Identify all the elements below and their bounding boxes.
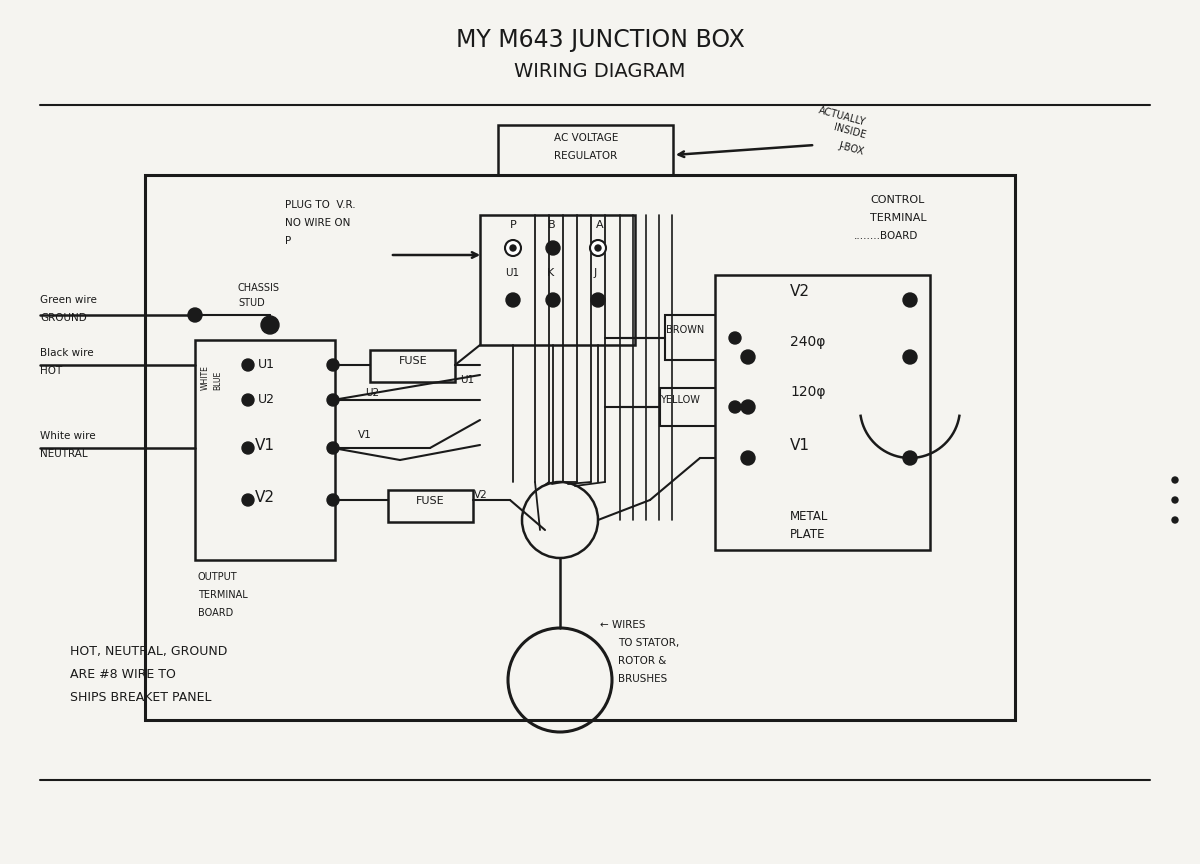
Text: ← WIRES: ← WIRES xyxy=(600,620,646,630)
Text: TERMINAL: TERMINAL xyxy=(198,590,247,600)
Text: TERMINAL: TERMINAL xyxy=(870,213,926,223)
Bar xyxy=(145,175,1015,720)
Text: ........BOARD: ........BOARD xyxy=(854,231,918,241)
Text: NEUTRAL: NEUTRAL xyxy=(40,449,88,459)
Text: B: B xyxy=(548,220,556,230)
Text: HOT, NEUTRAL, GROUND: HOT, NEUTRAL, GROUND xyxy=(70,645,227,658)
Text: White wire: White wire xyxy=(40,431,96,441)
Text: INSIDE: INSIDE xyxy=(833,122,866,140)
Circle shape xyxy=(742,451,755,465)
Circle shape xyxy=(242,359,254,371)
Text: K: K xyxy=(547,268,554,278)
Text: ROTOR &: ROTOR & xyxy=(618,656,666,666)
Text: BOARD: BOARD xyxy=(198,608,233,618)
Circle shape xyxy=(904,350,917,364)
Text: V1: V1 xyxy=(256,438,275,453)
Circle shape xyxy=(1172,477,1178,483)
Text: AC VOLTAGE: AC VOLTAGE xyxy=(554,133,618,143)
Text: BLUE: BLUE xyxy=(214,371,222,390)
Text: STUD: STUD xyxy=(238,298,265,308)
Circle shape xyxy=(326,442,340,454)
Text: Green wire: Green wire xyxy=(40,295,97,305)
Bar xyxy=(734,280,920,540)
Bar xyxy=(660,388,734,426)
Text: TO STATOR,: TO STATOR, xyxy=(618,638,679,648)
Text: HOT: HOT xyxy=(40,366,62,376)
Circle shape xyxy=(188,308,202,322)
Text: FUSE: FUSE xyxy=(398,356,427,366)
Text: NO WIRE ON: NO WIRE ON xyxy=(286,218,350,228)
Text: ARE #8 WIRE TO: ARE #8 WIRE TO xyxy=(70,668,176,681)
Circle shape xyxy=(742,350,755,364)
Bar xyxy=(480,215,635,345)
Text: SHIPS BREAKET PANEL: SHIPS BREAKET PANEL xyxy=(70,691,211,704)
Text: V1: V1 xyxy=(358,430,372,440)
Bar xyxy=(194,340,335,560)
Text: A: A xyxy=(596,220,604,230)
Circle shape xyxy=(904,293,917,307)
Bar xyxy=(388,490,473,522)
Circle shape xyxy=(242,394,254,406)
Text: U2: U2 xyxy=(258,393,275,406)
Circle shape xyxy=(595,245,601,251)
Text: METAL: METAL xyxy=(790,510,828,523)
Text: BROWN: BROWN xyxy=(666,325,704,335)
Circle shape xyxy=(326,394,340,406)
Circle shape xyxy=(592,293,605,307)
Text: P: P xyxy=(510,220,517,230)
Circle shape xyxy=(506,293,520,307)
Circle shape xyxy=(742,400,755,414)
Circle shape xyxy=(242,494,254,506)
Text: GROUND: GROUND xyxy=(40,313,86,323)
Text: WHITE: WHITE xyxy=(200,365,210,390)
Bar xyxy=(370,350,455,382)
Circle shape xyxy=(546,241,560,255)
Circle shape xyxy=(326,494,340,506)
Circle shape xyxy=(262,316,278,334)
Circle shape xyxy=(730,401,742,413)
Text: J-BOX: J-BOX xyxy=(838,140,865,156)
Text: CHASSIS: CHASSIS xyxy=(238,283,280,293)
Circle shape xyxy=(590,240,606,256)
Text: Black wire: Black wire xyxy=(40,348,94,358)
Text: P: P xyxy=(286,236,292,246)
Circle shape xyxy=(505,240,521,256)
Circle shape xyxy=(730,332,742,344)
Bar xyxy=(498,125,673,175)
Text: V2: V2 xyxy=(256,490,275,505)
Circle shape xyxy=(326,359,340,371)
Text: PLUG TO  V.R.: PLUG TO V.R. xyxy=(286,200,355,210)
Bar xyxy=(665,315,734,360)
Text: V2: V2 xyxy=(474,490,487,500)
Text: CONTROL: CONTROL xyxy=(870,195,924,205)
Text: U1: U1 xyxy=(505,268,520,278)
Text: V2: V2 xyxy=(790,284,810,299)
Text: WIRING DIAGRAM: WIRING DIAGRAM xyxy=(515,62,685,81)
Circle shape xyxy=(1172,517,1178,523)
Text: U1: U1 xyxy=(258,358,275,371)
Text: OUTPUT: OUTPUT xyxy=(198,572,238,582)
Circle shape xyxy=(510,245,516,251)
Text: V1: V1 xyxy=(790,438,810,453)
Text: J: J xyxy=(594,268,598,278)
Text: PLATE: PLATE xyxy=(790,528,826,541)
Text: BRUSHES: BRUSHES xyxy=(618,674,667,684)
Circle shape xyxy=(546,293,560,307)
Text: 120φ: 120φ xyxy=(790,385,826,399)
Text: REGULATOR: REGULATOR xyxy=(554,151,618,161)
Circle shape xyxy=(1172,497,1178,503)
Text: YELLOW: YELLOW xyxy=(660,395,700,405)
Text: U1: U1 xyxy=(460,375,474,385)
Text: FUSE: FUSE xyxy=(415,496,444,506)
Text: ACTUALLY: ACTUALLY xyxy=(817,105,866,127)
Text: MY M643 JUNCTION BOX: MY M643 JUNCTION BOX xyxy=(456,28,744,52)
Circle shape xyxy=(904,451,917,465)
Circle shape xyxy=(242,442,254,454)
Bar xyxy=(715,275,930,550)
Text: U2: U2 xyxy=(365,388,379,398)
Text: 240φ: 240φ xyxy=(790,335,826,349)
